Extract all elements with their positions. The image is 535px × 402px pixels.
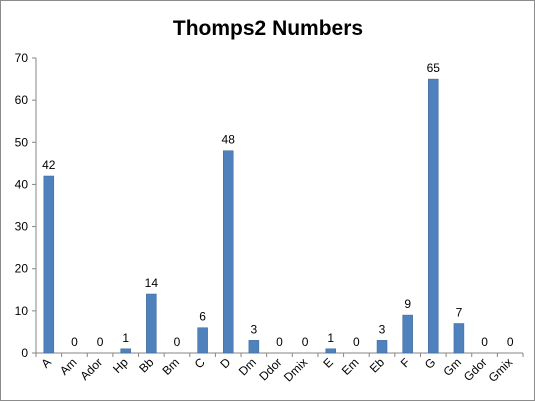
x-tick-label-ador: Ador xyxy=(77,355,105,383)
x-tick-label-a: A xyxy=(38,355,54,371)
y-tick-label: 40 xyxy=(15,177,29,191)
x-tick-label-g: G xyxy=(422,355,439,372)
x-tick-label-d: D xyxy=(217,355,233,371)
data-label-g: 65 xyxy=(427,61,441,75)
y-tick-label: 70 xyxy=(15,51,29,65)
data-label-dm: 3 xyxy=(251,322,258,336)
x-tick-label-am: Am xyxy=(57,355,80,378)
x-tick-label-hp: Hp xyxy=(110,355,131,376)
x-tick-label-gm: Gm xyxy=(440,355,464,379)
data-label-ddor: 0 xyxy=(276,335,283,349)
data-label-eb: 3 xyxy=(379,322,386,336)
data-label-f: 9 xyxy=(404,297,411,311)
bar-c xyxy=(197,327,208,354)
x-tick-label-e: E xyxy=(320,355,336,371)
y-tick-label: 30 xyxy=(15,220,29,234)
data-label-hp: 1 xyxy=(122,331,129,345)
y-tick-label: 20 xyxy=(15,262,29,276)
data-label-gdor: 0 xyxy=(481,335,488,349)
data-label-ador: 0 xyxy=(97,335,104,349)
data-label-em: 0 xyxy=(353,335,360,349)
y-tick-label: 0 xyxy=(21,346,28,360)
data-label-bm: 0 xyxy=(174,335,181,349)
x-tick-label-dmix: Dmix xyxy=(281,355,310,384)
x-tick-label-ddor: Ddor xyxy=(256,355,284,383)
data-label-a: 42 xyxy=(42,158,56,172)
data-label-d: 48 xyxy=(222,133,236,147)
y-tick-label: 10 xyxy=(15,304,29,318)
bars xyxy=(43,78,465,354)
x-tick-label-eb: Eb xyxy=(367,355,388,376)
y-axis: 0 10 20 30 40 50 60 70 xyxy=(15,51,37,360)
data-label-e: 1 xyxy=(327,331,334,345)
bar-bb xyxy=(146,293,157,354)
data-label-c: 6 xyxy=(199,310,206,324)
bar-f xyxy=(402,314,413,354)
x-tick-label-dm: Dm xyxy=(236,355,259,378)
data-label-am: 0 xyxy=(71,335,78,349)
data-label-dmix: 0 xyxy=(302,335,309,349)
x-tick-label-gdor: Gdor xyxy=(461,355,490,384)
bar-eb xyxy=(376,340,388,354)
x-tick-label-gmix: Gmix xyxy=(486,355,516,385)
x-tick-label-bb: Bb xyxy=(136,355,157,376)
bar-d xyxy=(222,150,234,354)
chart-title: Thomps2 Numbers xyxy=(173,17,363,40)
bar-a xyxy=(43,175,55,354)
data-labels: 42 0 0 1 14 0 6 48 3 0 0 1 0 3 9 65 7 0 0 xyxy=(42,61,514,349)
bar-hp xyxy=(120,348,131,354)
x-tick-label-bm: Bm xyxy=(159,355,182,378)
x-tick-label-f: F xyxy=(398,355,413,370)
x-tick-label-c: C xyxy=(192,355,208,371)
data-label-gm: 7 xyxy=(456,306,463,320)
bar-dm xyxy=(248,340,260,354)
y-tick-label: 60 xyxy=(15,93,29,107)
data-label-bb: 14 xyxy=(145,276,159,290)
y-tick-label: 50 xyxy=(15,135,29,149)
bar-e xyxy=(325,348,337,354)
data-label-gmix: 0 xyxy=(507,335,514,349)
x-tick-label-em: Em xyxy=(339,355,362,378)
bar-g xyxy=(428,78,439,354)
bar-gm xyxy=(453,323,465,354)
